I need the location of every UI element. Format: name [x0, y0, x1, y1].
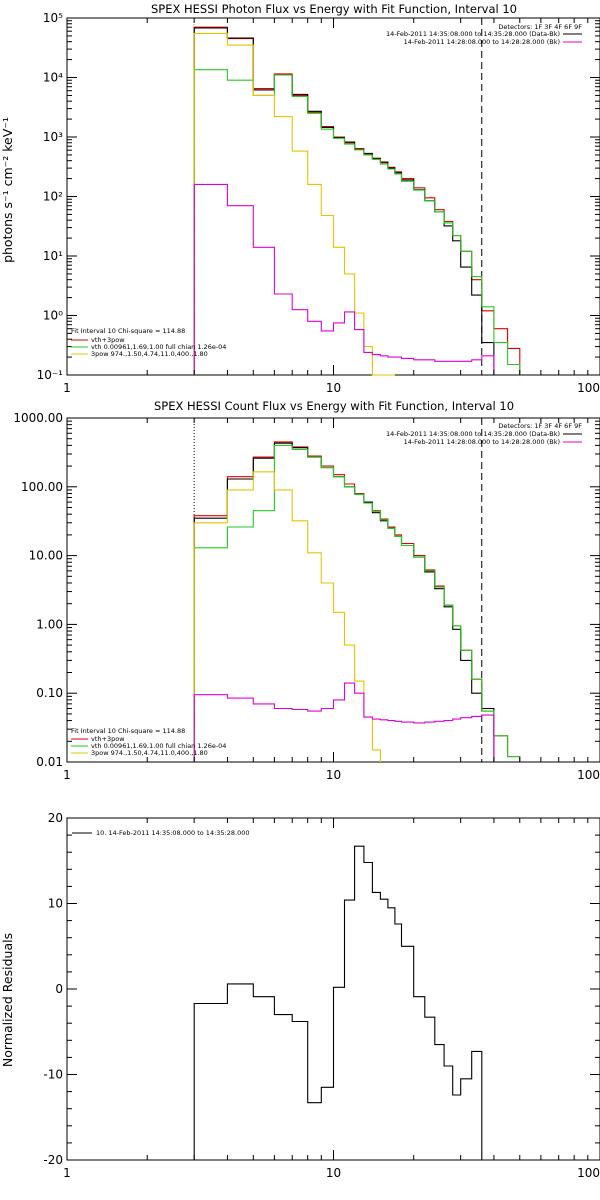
y-tick-label: 0.01	[36, 755, 63, 769]
y-tick-label: -10	[43, 1068, 63, 1082]
y-axis-label: photons s⁻¹ cm⁻² keV⁻¹	[0, 117, 15, 263]
series-3-line	[193, 32, 395, 376]
series-1-line	[193, 442, 495, 762]
series-4-line	[193, 682, 495, 762]
tick-group: 1 10 100 0.01 0.10 1.00 10.00 100.00 1000.00	[13, 411, 600, 782]
y-tick-label: 20	[48, 811, 63, 825]
series-group	[193, 845, 483, 1160]
legend-label-vth: vth 0.00961,1.69,1.00 full chian 1.26e-0…	[91, 742, 226, 750]
series-2-line	[193, 444, 521, 762]
fit-legend: Fit Interval 10 Chi-square = 114.88 vth+…	[71, 727, 226, 757]
data-time-label: 14-Feb-2011 14:35:08.000 to 14:35:28.000…	[386, 30, 560, 38]
y-tick-label: 0	[55, 982, 63, 996]
x-tick-label: 1	[63, 1166, 71, 1180]
y-tick-label: 1.00	[36, 617, 63, 631]
panel-title: SPEX HESSI Count Flux vs Energy with Fit…	[154, 399, 514, 413]
x-tick-label: 1	[63, 381, 71, 395]
count-flux-panel: SPEX HESSI Count Flux vs Energy with Fit…	[13, 399, 600, 782]
photon-flux-panel: SPEX HESSI Photon Flux vs Energy with Fi…	[0, 2, 600, 395]
y-tick-label: 10⁻¹	[37, 368, 64, 382]
tick-group: 1 10 100 -20 -10 0 10 20	[43, 811, 600, 1180]
fit-interval-label: Fit Interval 10 Chi-square = 114.88	[71, 327, 185, 335]
y-tick-label: 0.10	[36, 686, 63, 700]
legend-label-vth: vth 0.00961,1.69,1.00 full chian 1.26e-0…	[91, 343, 226, 351]
legend-label-vth3pow: vth+3pow	[91, 336, 125, 344]
detectors-label: Detectors: 1F 3F 4F 6F 9F	[498, 23, 582, 31]
legend-label-vth3pow: vth+3pow	[91, 735, 125, 743]
x-tick-label: 10	[326, 768, 341, 782]
bk-time-label: 14-Feb-2011 14:28:08.000 to 14:28:28.000…	[404, 38, 560, 46]
y-axis-label: Normalized Residuals	[0, 933, 15, 1067]
y-tick-label: 1000.00	[13, 411, 63, 425]
vertical-lines	[193, 418, 483, 762]
tick-group: 1 10 100 10⁻¹ 10⁰ 10¹ 10² 10³ 10⁴ 10⁵	[37, 11, 600, 395]
panel-title: SPEX HESSI Photon Flux vs Energy with Fi…	[151, 2, 517, 16]
legend-label-residual: 10. 14-Feb-2011 14:35:08.000 to 14:35:28…	[96, 829, 249, 837]
fit-legend: Fit Interval 10 Chi-square = 114.88 vth+…	[71, 327, 226, 358]
x-tick-label: 10	[326, 1166, 341, 1180]
y-tick-label: 10	[48, 897, 63, 911]
x-tick-label: 100	[577, 381, 600, 395]
detector-info: Detectors: 1F 3F 4F 6F 9F 14-Feb-2011 14…	[386, 422, 582, 446]
axis-frame	[66, 17, 600, 376]
y-tick-label: 10¹	[43, 249, 63, 263]
series-group	[193, 26, 521, 376]
y-tick-label: 100.00	[21, 480, 63, 494]
vertical-lines	[193, 18, 483, 375]
legend-label-3pow: 3pow 974.,1.50,4.74,11.0,400.,1.80	[91, 350, 208, 358]
residual-legend: 10. 14-Feb-2011 14:35:08.000 to 14:35:28…	[72, 829, 249, 837]
x-tick-label: 1	[63, 768, 71, 782]
y-tick-label: -20	[43, 1153, 63, 1167]
y-tick-label: 10³	[43, 130, 63, 144]
fit-interval-label: Fit Interval 10 Chi-square = 114.88	[71, 727, 185, 735]
series-0-line	[193, 845, 483, 1160]
y-tick-label: 10²	[43, 190, 63, 204]
series-group	[193, 441, 521, 762]
bk-time-label: 14-Feb-2011 14:28:08.000 to 14:28:28.000…	[404, 438, 560, 446]
data-time-label: 14-Feb-2011 14:35:08.000 to 14:35:28.000…	[386, 430, 560, 438]
y-tick-label: 10⁴	[43, 71, 63, 85]
x-tick-label: 100	[577, 1166, 600, 1180]
x-tick-label: 10	[326, 381, 341, 395]
residuals-panel: Normalized Residuals 1 10 100 -20 -10 0 10 20 1…	[0, 811, 600, 1180]
legend-label-3pow: 3pow 974.,1.50,4.74,11.0,400.,1.80	[91, 749, 208, 757]
detectors-label: Detectors: 1F 3F 4F 6F 9F	[498, 422, 582, 430]
series-2-line	[193, 69, 521, 375]
detector-info: Detectors: 1F 3F 4F 6F 9F 14-Feb-2011 14…	[386, 23, 582, 46]
y-tick-label: 10⁰	[43, 309, 63, 323]
series-0-line	[193, 26, 521, 375]
y-tick-label: 10⁵	[43, 11, 63, 25]
series-4-line	[193, 183, 495, 375]
x-tick-label: 100	[577, 768, 600, 782]
y-tick-label: 10.00	[29, 549, 63, 563]
